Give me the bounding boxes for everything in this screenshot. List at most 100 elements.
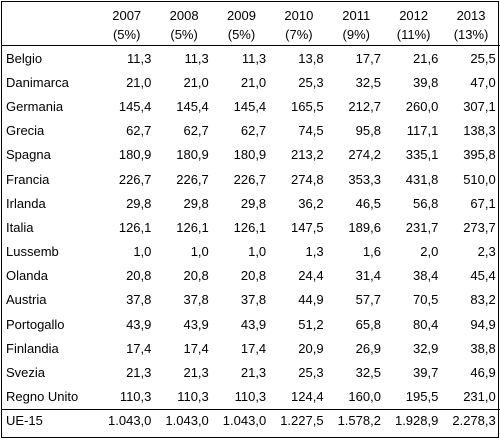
year-header: 2009 — [227, 8, 256, 23]
year-header: 2011 — [342, 8, 371, 23]
corner-cell — [2, 2, 98, 23]
value-cell: 1,0 — [248, 244, 267, 260]
value-cell: 62,7 — [240, 123, 267, 139]
value-cell: 26,9 — [355, 340, 381, 356]
table-row: Lussemb 1,0 1,0 1,0 1,3 1,6 2,0 2,3 — [2, 240, 500, 264]
year-header: 2010 — [284, 8, 314, 23]
value-cell: 274,8 — [291, 171, 324, 187]
table-row: Belgio 11,3 11,3 11,3 13,8 17,7 21,6 25,5 — [2, 46, 500, 71]
value-cell: 226,7 — [118, 171, 152, 187]
total-row: UE-15 1.043,0 1.043,0 1.043,0 1.227,5 1.578,2… — [2, 408, 500, 431]
rate-header: (5%) — [98, 23, 156, 46]
value-cell: 124,4 — [291, 389, 324, 405]
rate-header: (9%) — [327, 23, 385, 46]
value-cell: 17,4 — [183, 340, 209, 356]
value-cell: 29,8 — [240, 195, 267, 211]
value-cell: 1.043,0 — [155, 408, 213, 431]
value-cell: 37,8 — [126, 292, 152, 308]
country-cell: Francia — [6, 171, 50, 187]
country-cell: Svezia — [6, 365, 46, 381]
value-cell: 38,4 — [413, 268, 439, 284]
value-cell: 21,3 — [126, 365, 152, 381]
value-cell: 1.928,9 — [384, 408, 443, 431]
value-cell: 20,8 — [183, 268, 209, 284]
value-cell: 21,0 — [126, 74, 152, 90]
value-cell: 65,8 — [355, 316, 381, 332]
value-cell: 353,3 — [348, 171, 381, 187]
value-cell: 1.043,0 — [98, 408, 156, 431]
country-cell: Danimarca — [6, 74, 69, 90]
value-cell: 32,5 — [355, 365, 381, 381]
value-cell: 1.227,5 — [270, 408, 328, 431]
data-table: 2007 2008 2009 2010 2011 2012 2013 (5%) … — [2, 2, 500, 431]
value-cell: 17,4 — [240, 340, 267, 356]
value-cell: 2,3 — [477, 244, 496, 260]
value-cell: 226,7 — [233, 171, 267, 187]
table-row: Regno Unito 110,3 110,3 110,3 124,4 160,0 195,… — [2, 385, 500, 410]
value-cell: 110,3 — [119, 389, 152, 405]
table-row: Irlanda 29,8 29,8 29,8 36,2 46,5 56,8 67,1 — [2, 191, 500, 215]
value-cell: 32,5 — [355, 74, 381, 90]
table-row: Danimarca 21,0 21,0 21,0 25,3 32,5 39,8 47,0 — [2, 70, 500, 94]
country-cell: Italia — [6, 219, 34, 235]
rate-header: (11%) — [384, 23, 443, 46]
value-cell: 29,8 — [183, 195, 209, 211]
value-cell: 1.578,2 — [327, 408, 385, 431]
value-cell: 11,3 — [184, 50, 209, 66]
value-cell: 145,4 — [118, 98, 152, 114]
value-cell: 1,6 — [362, 244, 381, 260]
value-cell: 307,1 — [463, 98, 496, 114]
country-cell: Finlandia — [6, 340, 59, 356]
value-cell: 38,8 — [470, 340, 496, 356]
value-cell: 1,0 — [190, 244, 209, 260]
value-cell: 1,0 — [133, 244, 152, 260]
rate-header: (13%) — [442, 23, 500, 46]
value-cell: 25,5 — [470, 50, 496, 66]
table-row: Germania 145,4 145,4 145,4 165,5 212,7 260,0 30… — [2, 94, 500, 118]
table-row: Finlandia 17,4 17,4 17,4 20,9 26,9 32,9 38,8 — [2, 336, 500, 360]
value-cell: 39,8 — [413, 74, 439, 90]
table-row: Spagna 180,9 180,9 180,9 213,2 274,2 335,1 395,… — [2, 143, 500, 167]
country-cell: Belgio — [6, 50, 43, 66]
value-cell: 39,7 — [413, 365, 439, 381]
country-cell: Lussemb — [6, 244, 59, 260]
value-cell: 231,0 — [463, 389, 496, 405]
value-cell: 21,3 — [183, 365, 209, 381]
table-row: Portogallo 43,9 43,9 43,9 51,2 65,8 80,4 94,9 — [2, 312, 500, 336]
value-cell: 43,9 — [126, 316, 152, 332]
value-cell: 195,5 — [405, 389, 439, 405]
rate-header: (5%) — [212, 23, 271, 46]
value-cell: 2,0 — [420, 244, 439, 260]
value-cell: 20,8 — [240, 268, 267, 284]
rate-header-row: (5%) (5%) (5%) (7%) (9%) (11%) (13%) — [2, 23, 500, 46]
value-cell: 147,5 — [291, 219, 324, 235]
value-cell: 126,1 — [118, 219, 152, 235]
value-cell: 21,3 — [240, 365, 267, 381]
value-cell: 46,5 — [355, 195, 381, 211]
value-cell: 274,2 — [348, 147, 381, 163]
value-cell: 67,1 — [470, 195, 496, 211]
value-cell: 56,8 — [413, 195, 439, 211]
value-cell: 226,7 — [176, 171, 209, 187]
value-cell: 31,4 — [355, 268, 381, 284]
value-cell: 45,4 — [470, 268, 496, 284]
value-cell: 1,3 — [305, 244, 324, 260]
value-cell: 213,2 — [291, 147, 324, 163]
year-header-row: 2007 2008 2009 2010 2011 2012 2013 — [2, 2, 500, 23]
value-cell: 17,4 — [126, 340, 152, 356]
country-cell: Germania — [6, 98, 64, 114]
value-cell: 335,1 — [405, 147, 439, 163]
value-cell: 138,3 — [463, 123, 496, 139]
year-header: 2013 — [456, 8, 486, 23]
value-cell: 57,7 — [355, 292, 381, 308]
value-cell: 95,8 — [355, 123, 381, 139]
value-cell: 189,6 — [348, 219, 381, 235]
country-cell: Olanda — [6, 268, 48, 284]
value-cell: 47,0 — [470, 74, 496, 90]
value-cell: 80,4 — [413, 316, 439, 332]
corner-cell — [2, 23, 98, 46]
value-cell: 62,7 — [183, 123, 209, 139]
table-row: Grecia 62,7 62,7 62,7 74,5 95,8 117,1 138,3 — [2, 119, 500, 143]
country-cell: Irlanda — [6, 195, 46, 211]
